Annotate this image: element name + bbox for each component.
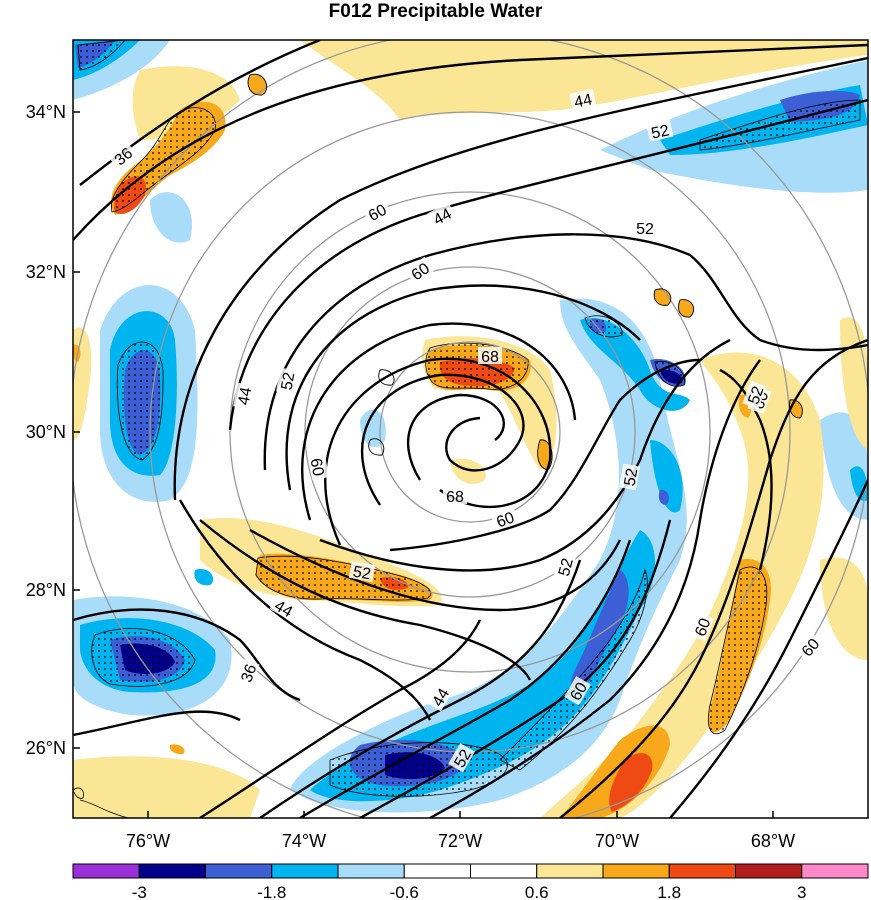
contour-label: 36 (235, 658, 260, 688)
contour-label-text: 68 (481, 349, 499, 366)
colorbar-swatch (403, 863, 471, 879)
contour-label: 60 (490, 506, 520, 531)
contour-label: 52 (448, 743, 475, 773)
contour-label: 52 (619, 463, 642, 491)
colorbar-swatch (72, 863, 140, 879)
latitude-label: 32°N (26, 262, 66, 282)
contour-label: 68 (443, 487, 467, 506)
contour-label-text: 68 (446, 489, 464, 506)
colorbar-swatch (205, 863, 273, 879)
colorbar-tick-label: 0.6 (525, 883, 549, 900)
latitude-labels: 34°N 32°N 30°N 28°N 26°N (26, 102, 80, 758)
contour-label: 52 (633, 219, 657, 238)
colorbar: -3 -1.8 -0.6 0.6 1.8 3 (72, 863, 869, 900)
contour-label: 52 (742, 380, 767, 410)
map-title: F012 Precipitable Water (328, 1, 543, 22)
colorbar-swatch (470, 863, 538, 879)
contour-label-text: 52 (352, 564, 373, 584)
contour-label: 60 (307, 453, 329, 481)
contour-lines (73, 40, 868, 818)
contour-label-text: 44 (573, 91, 594, 111)
longitude-label: 74°W (282, 831, 326, 851)
contour-label-text: 60 (366, 202, 390, 225)
contour-label: 68 (478, 347, 502, 366)
contour-label-text: 52 (451, 747, 475, 771)
colorbar-swatch (602, 863, 670, 879)
colorbar-tick-label: 3 (797, 883, 806, 900)
contour-label: 44 (233, 382, 256, 410)
colorbar-swatch (668, 863, 736, 879)
colorbar-tick-label: -3 (132, 883, 147, 900)
contour-label-text: 52 (556, 556, 577, 578)
contour-label: 44 (269, 594, 299, 621)
longitude-label: 76°W (126, 831, 170, 851)
colorbar-swatch (138, 863, 206, 879)
longitude-label: 68°W (751, 831, 795, 851)
contour-label-text: 60 (307, 457, 327, 478)
contour-label-text: 44 (431, 206, 455, 229)
contour-label-text: 36 (238, 662, 260, 685)
latitude-label: 30°N (26, 422, 66, 442)
colorbar-swatch (337, 863, 405, 879)
latitude-label: 26°N (26, 738, 66, 758)
longitude-labels: 76°W 74°W 72°W 70°W 68°W (126, 811, 795, 851)
contour-label-text: 52 (650, 122, 671, 142)
contour-label: 44 (427, 202, 457, 229)
contour-label: 60 (564, 676, 591, 706)
colorbar-tick-label: 1.8 (657, 883, 681, 900)
colorbar-tick-label: -1.8 (257, 883, 286, 900)
contour-label: 44 (569, 88, 597, 112)
contour-label: 60 (689, 612, 714, 642)
contour-label-text: 52 (622, 467, 642, 488)
colorbar-swatch (536, 863, 604, 879)
contour-label: 44 (426, 682, 453, 712)
contour-label-text: 60 (692, 616, 714, 639)
latitude-label: 34°N (26, 102, 66, 122)
colorbar-swatch (801, 863, 869, 879)
contour-label-text: 52 (745, 384, 767, 407)
contour-label: 52 (276, 367, 299, 395)
contour-label: 52 (348, 561, 376, 584)
contour-label-text: 52 (636, 221, 654, 238)
plot-frame (72, 39, 869, 819)
longitude-label: 70°W (595, 831, 639, 851)
anomaly-outline-contours (247, 73, 803, 471)
contour-label-text: 44 (429, 686, 453, 710)
contour-label: 52 (553, 553, 577, 581)
colorbar-tick-label: -0.6 (390, 883, 419, 900)
latitude-label: 28°N (26, 580, 66, 600)
longitude-label: 72°W (438, 831, 482, 851)
contour-label-text: 60 (494, 509, 517, 531)
contour-label: 60 (362, 198, 392, 225)
contour-label-text: 44 (271, 597, 295, 621)
colorbar-swatch (271, 863, 339, 879)
contour-label: 52 (646, 119, 674, 143)
colorbar-swatch (735, 863, 803, 879)
contour-label-text: 44 (236, 386, 256, 407)
contour-label-text: 60 (567, 680, 591, 704)
contour-label-text: 52 (279, 371, 299, 392)
